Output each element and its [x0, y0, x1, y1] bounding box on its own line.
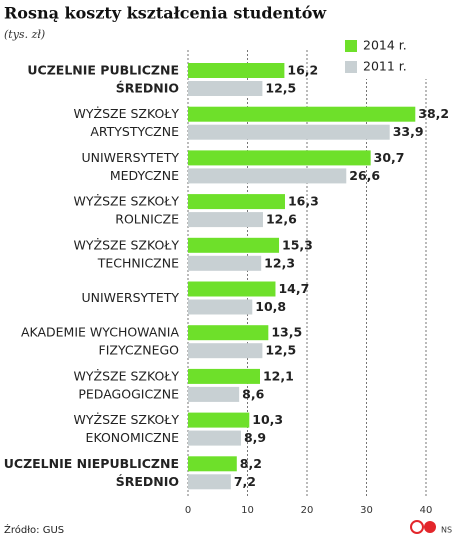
category-label: WYŻSZE SZKOŁY — [74, 368, 180, 383]
x-tick-label: 30 — [360, 505, 373, 516]
category-label: ŚREDNIO — [116, 81, 179, 96]
value-label: 30,7 — [374, 150, 405, 165]
logo — [424, 521, 436, 533]
category-label: UCZELNIE NIEPUBLICZNE — [4, 456, 179, 471]
bar — [188, 281, 276, 297]
value-label: 16,2 — [287, 63, 318, 78]
bar — [188, 474, 231, 490]
category-label: ARTYSTYCZNE — [90, 124, 179, 139]
value-label: 15,3 — [282, 237, 313, 252]
bar — [188, 456, 237, 472]
bar — [188, 212, 263, 228]
value-label: 33,9 — [393, 124, 424, 139]
value-label: 12,5 — [265, 343, 296, 358]
x-tick-label: 40 — [420, 505, 433, 516]
bar — [188, 124, 390, 140]
category-label: WYŻSZE SZKOŁY — [74, 412, 180, 427]
value-label: 10,3 — [252, 412, 283, 427]
value-label: 38,2 — [418, 106, 449, 121]
bar — [188, 325, 269, 341]
logo — [410, 520, 424, 534]
category-label: ŚREDNIO — [116, 474, 179, 489]
bar — [188, 255, 262, 271]
category-label: UNIWERSYTETY — [81, 150, 179, 165]
value-label: 13,5 — [271, 325, 302, 340]
category-label: UCZELNIE PUBLICZNE — [27, 63, 179, 78]
bar — [188, 81, 263, 96]
category-label: TECHNICZNE — [97, 255, 179, 270]
bar — [188, 368, 260, 384]
value-label: 7,2 — [234, 474, 256, 489]
value-label: 8,9 — [244, 430, 266, 445]
bar — [188, 63, 285, 78]
value-label: 26,6 — [349, 168, 380, 183]
value-label: 12,5 — [265, 81, 296, 96]
bar — [188, 237, 280, 253]
chart-title: Rosną koszty kształcenia studentów — [4, 4, 327, 23]
value-label: 12,6 — [266, 212, 297, 227]
bar — [188, 343, 263, 359]
category-label: UNIWERSYTETY — [81, 290, 179, 305]
legend-label: 2014 r. — [363, 38, 407, 53]
category-label: PEDAGOGICZNE — [78, 386, 179, 401]
chart-subtitle: (tys. zł) — [4, 28, 45, 41]
value-label: 8,2 — [240, 456, 262, 471]
bar — [188, 430, 241, 446]
category-label: AKADEMIE WYCHOWANIA — [21, 325, 179, 340]
category-label: WYŻSZE SZKOŁY — [74, 194, 180, 209]
bar — [188, 412, 250, 428]
bar — [188, 386, 240, 402]
value-label: 8,6 — [242, 386, 264, 401]
category-label: WYŻSZE SZKOŁY — [74, 106, 180, 121]
category-label: EKONOMICZNE — [86, 430, 180, 445]
bar — [188, 168, 347, 184]
category-label: MEDYCZNE — [110, 168, 179, 183]
legend-swatch — [345, 40, 357, 52]
source: Źródło: GUS — [4, 523, 64, 536]
bar — [188, 299, 253, 315]
bar — [188, 106, 416, 122]
x-tick-label: 20 — [301, 505, 314, 516]
value-label: 12,3 — [264, 255, 295, 270]
legend-label: 2011 r. — [363, 59, 407, 74]
value-label: 16,3 — [288, 194, 319, 209]
x-tick-label: 10 — [241, 505, 254, 516]
category-label: WYŻSZE SZKOŁY — [74, 237, 180, 252]
value-label: 14,7 — [278, 281, 309, 296]
x-tick-label: 0 — [185, 505, 191, 516]
category-label: FIZYCZNEGO — [99, 343, 180, 358]
credit: NS — [441, 526, 452, 535]
legend-swatch — [345, 61, 357, 73]
value-label: 10,8 — [255, 299, 286, 314]
value-label: 12,1 — [263, 368, 294, 383]
category-label: ROLNICZE — [115, 212, 179, 227]
bar — [188, 194, 285, 210]
bar — [188, 150, 371, 166]
